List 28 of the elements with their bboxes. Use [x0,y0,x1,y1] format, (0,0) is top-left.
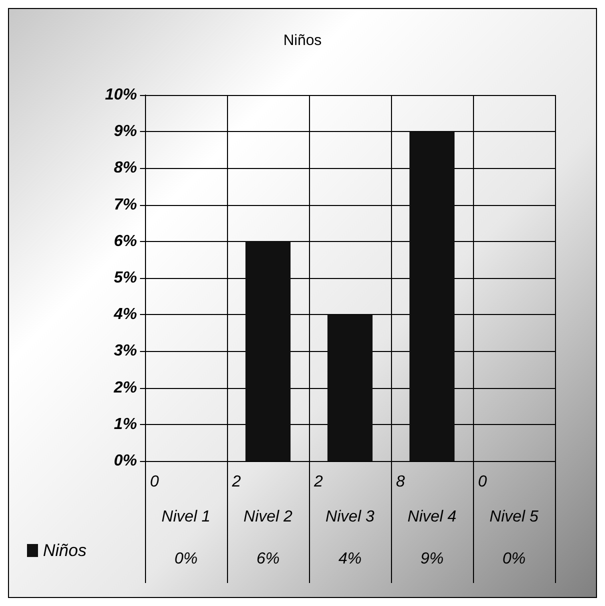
y-tick-label: 2% [112,379,137,396]
x-tick-label: Nivel 1 [162,508,210,526]
text: 0 [478,474,487,490]
y-tick-label: 3% [114,342,137,360]
text: 8 [396,474,405,490]
x-tick-label: Nivel 3 [326,508,375,526]
y-tick-label: 7% [114,196,137,214]
y-tick-label: 10% [104,86,137,104]
chart-title: Niños [283,32,322,49]
text: 0 [150,474,159,490]
data-label: 0% [174,550,198,568]
y-tick-label: 4% [112,306,137,324]
data-label: 9% [420,550,444,568]
text: 2 [231,474,241,490]
y-tick-label: 8% [114,160,137,177]
x-tick-label: Nivel 5 [490,508,539,526]
y-tick-label: 1% [114,416,137,433]
y-tick-label: 0% [114,452,137,470]
y-tick-label: 5% [114,270,137,286]
legend-label: Niños [43,541,87,560]
data-label: 4% [338,550,362,568]
y-tick-label: 6% [114,232,137,250]
data-label: 6% [256,550,280,568]
x-tick-label: Nivel 2 [244,508,293,526]
data-label: 0% [502,550,526,568]
y-tick-label: 9% [114,123,137,140]
text: 2 [313,474,323,490]
x-tick-label: Nivel 4 [408,508,457,526]
